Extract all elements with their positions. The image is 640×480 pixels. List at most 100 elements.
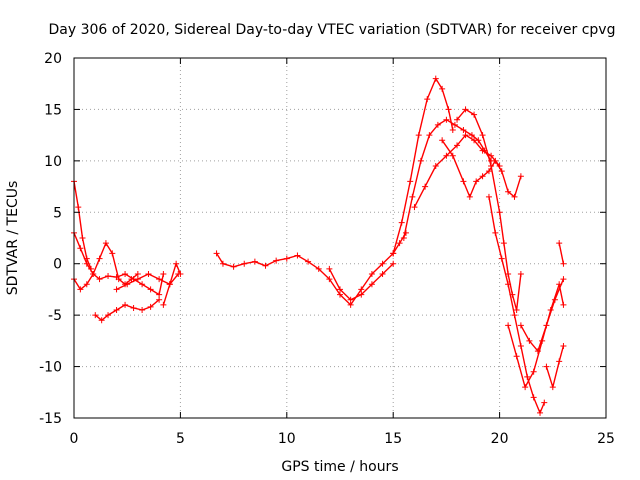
data-point	[551, 296, 558, 303]
data-point	[305, 258, 312, 265]
data-point	[156, 296, 163, 303]
data-point	[424, 96, 431, 103]
y-axis-label: SDTVAR / TECUs	[5, 181, 21, 296]
x-tick-label: 25	[597, 431, 615, 447]
data-point	[251, 258, 258, 265]
data-point	[358, 291, 365, 298]
series-line	[403, 119, 492, 239]
data-point	[145, 271, 152, 277]
data-point	[439, 85, 446, 92]
data-point	[83, 260, 90, 267]
series-line	[456, 108, 522, 311]
y-tick-label: -10	[39, 360, 62, 376]
y-tick-label: 20	[44, 51, 62, 67]
data-point	[505, 188, 512, 195]
x-tick-label: 15	[384, 431, 402, 447]
data-point	[449, 152, 456, 159]
data-point	[139, 281, 146, 288]
data-point	[471, 111, 478, 118]
data-point	[390, 250, 397, 257]
data-point	[488, 163, 495, 169]
data-point	[492, 157, 499, 164]
data-point	[326, 276, 333, 283]
series-track-o	[505, 281, 567, 391]
data-point	[77, 245, 84, 252]
grid-lines	[74, 58, 606, 418]
data-point	[454, 116, 461, 123]
data-point	[511, 312, 518, 319]
data-point	[439, 137, 446, 144]
series-track-n	[485, 193, 548, 416]
series-line	[507, 283, 565, 388]
series-line	[545, 345, 565, 388]
data-point	[160, 271, 167, 277]
series-track-h	[326, 260, 397, 303]
data-point	[98, 317, 105, 324]
data-point	[177, 271, 184, 277]
data-point	[147, 286, 154, 293]
data-point	[156, 276, 163, 283]
data-point	[409, 193, 416, 200]
data-point	[283, 255, 290, 262]
data-point	[560, 260, 567, 267]
data-point	[449, 127, 456, 133]
series-track-f	[160, 260, 184, 308]
data-point	[96, 255, 103, 262]
data-point	[543, 363, 550, 370]
data-point	[213, 250, 220, 257]
y-tick-label: 15	[44, 102, 62, 118]
data-point	[468, 132, 475, 139]
data-point	[105, 273, 112, 280]
data-point	[337, 286, 343, 293]
data-point	[513, 307, 520, 313]
data-series	[71, 75, 567, 416]
series-line	[520, 278, 565, 352]
data-point	[471, 137, 478, 144]
data-point	[517, 343, 524, 349]
data-point	[241, 260, 248, 267]
data-point	[517, 271, 524, 277]
data-point	[443, 116, 450, 123]
data-point	[488, 152, 495, 159]
data-point	[479, 173, 486, 180]
data-point	[434, 121, 441, 128]
data-point	[407, 178, 414, 185]
data-point	[396, 240, 403, 247]
series-track-d	[92, 296, 163, 324]
series-track-r	[556, 240, 567, 267]
data-point	[79, 235, 86, 241]
data-point	[337, 291, 343, 298]
y-tick-label: 10	[44, 154, 62, 170]
data-point	[411, 204, 418, 211]
data-point	[230, 263, 237, 270]
data-point	[166, 281, 173, 288]
data-point	[426, 132, 433, 139]
y-tick-label: -5	[48, 308, 62, 324]
data-point	[379, 271, 386, 277]
data-point	[560, 343, 567, 349]
data-point	[556, 240, 563, 247]
data-point	[473, 178, 480, 185]
series-line	[162, 263, 182, 306]
data-point	[432, 163, 439, 169]
data-point	[498, 255, 505, 262]
data-point	[454, 142, 461, 149]
data-point	[500, 240, 507, 247]
data-point	[511, 193, 518, 200]
axis-ticks: 0 5 10 15 20 25 -15 -10 -5 0 5 10 15 20	[39, 51, 615, 447]
data-point	[513, 353, 520, 360]
data-point	[415, 132, 422, 139]
data-point	[466, 193, 473, 200]
x-tick-label: 10	[278, 431, 296, 447]
data-point	[541, 399, 548, 406]
series-track-m	[454, 106, 524, 313]
data-point	[134, 271, 141, 277]
x-tick-label: 20	[491, 431, 509, 447]
data-point	[534, 348, 541, 355]
chart-title: Day 306 of 2020, Sidereal Day-to-day VTE…	[49, 22, 616, 38]
x-tick-label: 0	[70, 431, 79, 447]
data-point	[526, 337, 533, 344]
data-point	[105, 312, 112, 319]
data-point	[422, 183, 429, 190]
